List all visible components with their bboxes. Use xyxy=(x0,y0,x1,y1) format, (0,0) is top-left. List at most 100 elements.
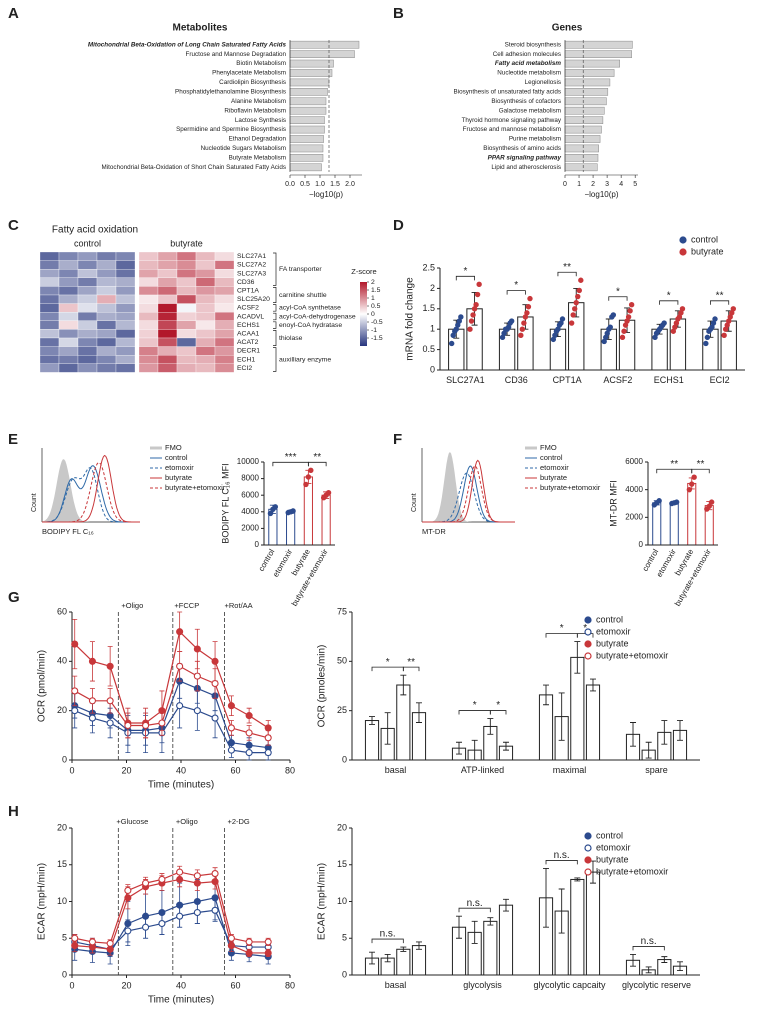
legend-marker xyxy=(584,628,592,636)
y-tick-label: 25 xyxy=(337,705,347,715)
heatmap-cell xyxy=(77,251,98,261)
heatmap-cell xyxy=(195,269,216,278)
heatmap-cell xyxy=(176,269,197,278)
heatmap-cell xyxy=(96,269,117,278)
panel-label: C xyxy=(8,217,19,234)
y-tick-label: 2000 xyxy=(625,512,643,521)
heatmap-cell xyxy=(115,294,136,304)
data-point xyxy=(227,934,235,942)
colorbar xyxy=(360,282,367,346)
x-tick-label: basal xyxy=(384,765,407,775)
data-point xyxy=(572,306,578,312)
y-tick-label: 8000 xyxy=(241,474,259,483)
bar xyxy=(585,684,601,761)
category-label: Riboflavin Metabolism xyxy=(224,107,286,114)
legend-label: control xyxy=(691,234,718,244)
y-tick-label: 0 xyxy=(430,364,435,374)
panel-label: G xyxy=(8,589,20,606)
legend-label: etomoxir xyxy=(165,463,194,472)
x-tick-label: 1 xyxy=(577,181,581,188)
heatmap-cell xyxy=(39,251,60,261)
heatmap-cell xyxy=(138,303,159,313)
significance-label: n.s. xyxy=(641,936,657,947)
event-label: +FCCP xyxy=(174,601,199,610)
x-tick-label: 20 xyxy=(121,765,131,775)
x-tick-label: 40 xyxy=(176,765,186,775)
y-tick-label: 50 xyxy=(337,656,347,666)
y-tick-label: 20 xyxy=(57,705,67,715)
row-label: ACADVL xyxy=(237,313,264,320)
chart-title: Genes xyxy=(552,23,583,34)
panel-label: D xyxy=(393,217,404,234)
heatmap-cell xyxy=(77,303,98,313)
heatmap-cell xyxy=(176,320,197,330)
heatmap-cell xyxy=(58,294,79,304)
bar xyxy=(483,920,498,976)
data-point xyxy=(71,942,79,950)
error-bar xyxy=(415,941,422,950)
error-bar xyxy=(589,678,596,692)
heatmap-cell xyxy=(39,286,60,296)
x-tick-label: 80 xyxy=(285,980,295,990)
heatmap-cell xyxy=(115,251,136,261)
category-label: Cardiolipin Biosynthesis xyxy=(219,79,286,86)
bar xyxy=(564,50,632,58)
row-group-bracket xyxy=(273,312,277,321)
data-point xyxy=(193,672,201,680)
heatmap-cell xyxy=(157,355,178,364)
heatmap-cell xyxy=(39,269,60,278)
data-point xyxy=(71,640,79,648)
heatmap-cell xyxy=(195,355,216,364)
data-point xyxy=(691,474,697,480)
bar xyxy=(669,502,679,546)
significance-bracket xyxy=(458,907,491,913)
heatmap-cell xyxy=(115,355,136,364)
bar xyxy=(289,69,333,77)
heatmap-cell xyxy=(39,277,60,287)
row-label: SLC27A2 xyxy=(237,262,266,269)
data-point xyxy=(193,645,201,653)
significance-label: * xyxy=(463,266,467,277)
legend-marker xyxy=(679,248,687,256)
y-tick-label: 1.5 xyxy=(422,303,435,313)
colorbar-tick-label: -1 xyxy=(371,327,377,334)
heatmap-cell xyxy=(157,303,178,313)
x-tick-label-box: ATP-linked xyxy=(461,765,504,775)
significance-bracket xyxy=(710,300,730,305)
histogram-curve xyxy=(42,462,140,523)
data-point xyxy=(211,870,219,878)
error-bar xyxy=(456,915,463,939)
x-tick-label: CD36 xyxy=(504,375,528,385)
data-point xyxy=(211,906,219,914)
data-point xyxy=(468,318,475,324)
legend-marker xyxy=(679,236,687,244)
data-point xyxy=(308,467,314,473)
bar xyxy=(498,904,514,976)
row-label: ECH1 xyxy=(237,356,255,363)
data-point xyxy=(703,340,709,347)
y-tick-label: 0 xyxy=(342,754,347,764)
data-point xyxy=(227,724,235,732)
chart-title: Metabolites xyxy=(172,23,227,34)
legend-label: etomoxir xyxy=(596,626,631,636)
x-tick-label: 1.0 xyxy=(315,181,325,188)
heatmap-cell xyxy=(138,329,159,339)
error-bar xyxy=(574,877,581,882)
x-axis-label: −log10(p) xyxy=(309,190,343,199)
heatmap-cell xyxy=(138,269,159,278)
heatmap-cell xyxy=(214,320,235,330)
category-label: Phenylacetate Metabolism xyxy=(212,70,286,77)
significance-bracket xyxy=(455,275,475,281)
heatmap-cell xyxy=(77,337,98,347)
significance-label: * xyxy=(560,623,564,634)
legend-label: etomoxir xyxy=(540,463,569,472)
heatmap-cell xyxy=(39,355,60,364)
bar xyxy=(289,88,328,96)
x-tick-label: glycolysis xyxy=(463,980,502,990)
y-tick-label: 2000 xyxy=(241,524,259,533)
data-point xyxy=(264,938,272,946)
heatmap-cell xyxy=(138,363,159,373)
y-axis-label: Count xyxy=(31,493,38,512)
